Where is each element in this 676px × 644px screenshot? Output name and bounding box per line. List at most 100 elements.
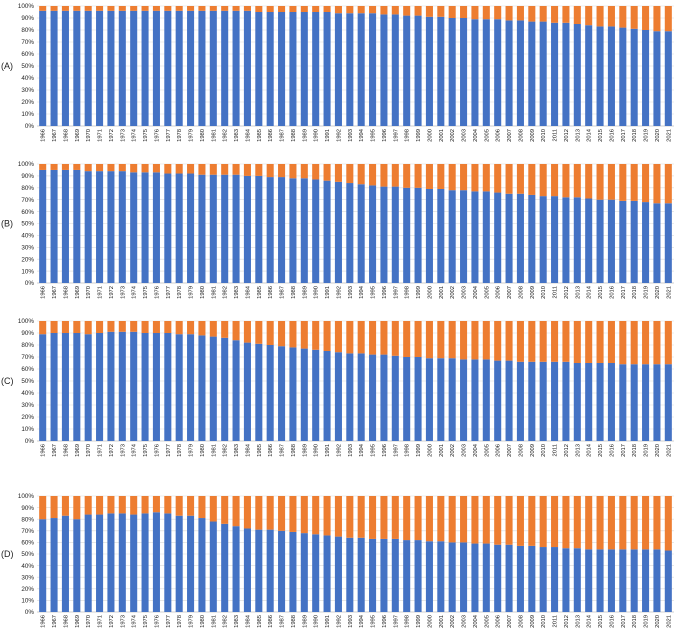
- bar-segment-series1: [96, 514, 104, 612]
- y-tick-label: 50%: [21, 63, 34, 70]
- bar-segment-series2: [357, 6, 365, 14]
- bar-segment-series2: [198, 6, 206, 11]
- bar-segment-series1: [300, 12, 308, 126]
- bar-segment-series1: [448, 542, 456, 612]
- bar-segment-series2: [50, 321, 58, 333]
- panel-label: (D): [1, 549, 14, 559]
- x-tick-label: 1967: [52, 286, 58, 299]
- bar-segment-series1: [607, 363, 615, 441]
- x-tick-label: 1999: [416, 615, 422, 628]
- bar-segment-series1: [596, 199, 604, 283]
- bar-segment-series2: [73, 321, 81, 333]
- bar-segment-series1: [494, 19, 502, 127]
- bar-segment-series2: [573, 164, 581, 198]
- x-tick-label: 1986: [268, 444, 274, 457]
- bar-segment-series2: [152, 496, 160, 513]
- bar-segment-series1: [141, 513, 149, 612]
- bar-segment-series2: [300, 164, 308, 179]
- x-tick-label: 1979: [189, 444, 195, 457]
- x-tick-label: 2010: [541, 286, 547, 299]
- bar-segment-series2: [528, 321, 536, 362]
- bar-segment-series1: [130, 514, 138, 612]
- bar-segment-series1: [243, 342, 251, 441]
- bar-segment-series1: [152, 512, 160, 612]
- bar-segment-series1: [73, 169, 81, 283]
- bar-segment-series2: [369, 6, 377, 14]
- bar-segment-series2: [460, 164, 468, 191]
- bar-segment-series2: [232, 496, 240, 527]
- bar-segment-series1: [232, 174, 240, 283]
- bar-segment-series2: [164, 321, 172, 333]
- bar-segment-series1: [107, 171, 115, 283]
- bar-segment-series1: [175, 10, 183, 126]
- bar-segment-series1: [334, 13, 342, 127]
- bar-segment-series1: [573, 363, 581, 441]
- bar-segment-series2: [516, 321, 524, 362]
- bar-segment-series2: [255, 164, 263, 176]
- bar-segment-series1: [664, 31, 672, 127]
- bar-segment-series1: [539, 547, 547, 612]
- y-tick-label: 70%: [21, 197, 34, 204]
- bar-segment-series1: [642, 364, 650, 441]
- bar-segment-series2: [84, 321, 92, 335]
- bar-segment-series1: [380, 354, 388, 441]
- bar-segment-series2: [619, 496, 627, 550]
- bar-segment-series2: [562, 321, 570, 362]
- x-tick-label: 1985: [257, 444, 263, 457]
- bar-segment-series1: [289, 178, 297, 283]
- x-tick-label: 1985: [257, 129, 263, 142]
- x-tick-label: 1986: [268, 615, 274, 628]
- bar-segment-series1: [414, 15, 422, 127]
- bar-segment-series2: [84, 6, 92, 11]
- bar-segment-series2: [448, 6, 456, 18]
- bar-segment-series1: [551, 22, 559, 126]
- x-tick-label: 1969: [75, 615, 81, 628]
- x-tick-label: 1980: [200, 286, 206, 299]
- bar-segment-series2: [494, 164, 502, 193]
- bar-segment-series2: [391, 321, 399, 356]
- x-tick-label: 1974: [132, 128, 138, 142]
- x-tick-label: 1973: [120, 444, 126, 457]
- bar-segment-series2: [209, 496, 217, 522]
- bar-segment-series1: [425, 16, 433, 126]
- bar-segment-series2: [289, 496, 297, 532]
- y-tick-label: 40%: [21, 563, 34, 570]
- bar-segment-series1: [164, 173, 172, 283]
- x-tick-label: 2019: [644, 129, 650, 142]
- bar-segment-series1: [187, 173, 195, 283]
- x-tick-label: 1974: [132, 443, 138, 457]
- bar-segment-series1: [278, 346, 286, 441]
- bar-segment-series1: [642, 549, 650, 612]
- bar-segment-series1: [312, 179, 320, 283]
- bar-segment-series1: [471, 543, 479, 612]
- x-tick-label: 1972: [109, 286, 115, 299]
- y-tick-label: 80%: [21, 342, 34, 349]
- bar-segment-series1: [198, 518, 206, 612]
- x-tick-label: 1974: [132, 285, 138, 299]
- bar-segment-series1: [266, 177, 274, 283]
- bar-segment-series2: [96, 496, 104, 515]
- bar-segment-series2: [653, 6, 661, 32]
- x-tick-label: 1976: [154, 615, 160, 628]
- bar-segment-series2: [642, 496, 650, 550]
- bar-segment-series1: [460, 18, 468, 126]
- x-tick-label: 1972: [109, 129, 115, 142]
- bar-segment-series2: [630, 321, 638, 365]
- x-tick-label: 2016: [609, 615, 615, 628]
- bar-segment-series1: [278, 530, 286, 612]
- bar-segment-series2: [391, 496, 399, 539]
- bar-segment-series2: [528, 164, 536, 195]
- x-tick-label: 1978: [177, 129, 183, 142]
- bar-segment-series2: [84, 496, 92, 515]
- x-tick-label: 1983: [234, 615, 240, 628]
- panel-label: (B): [1, 219, 13, 229]
- bar-segment-series2: [39, 6, 47, 11]
- bar-segment-series2: [266, 496, 274, 530]
- bar-segment-series2: [221, 496, 229, 524]
- x-tick-label: 2002: [450, 444, 456, 457]
- bar-segment-series2: [73, 6, 81, 11]
- bar-segment-series2: [642, 164, 650, 203]
- bar-segment-series2: [50, 164, 58, 170]
- bar-segment-series2: [289, 321, 297, 348]
